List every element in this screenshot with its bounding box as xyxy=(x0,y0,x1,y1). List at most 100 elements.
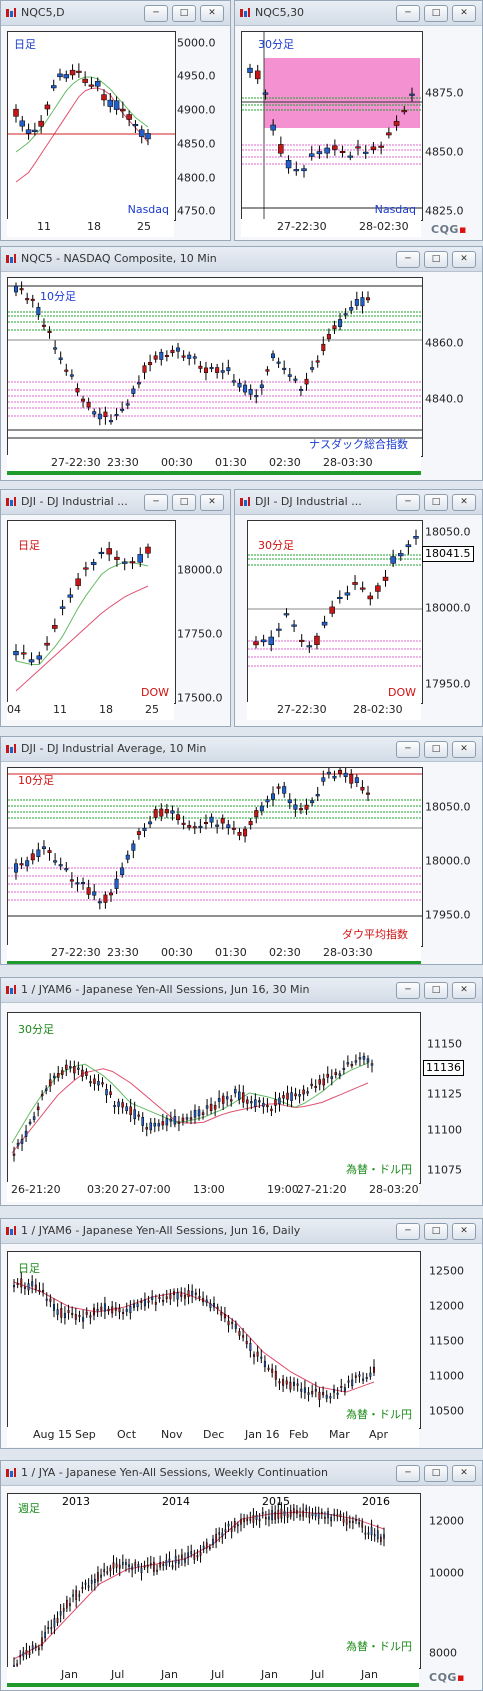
y-tick: 4900.0 xyxy=(177,103,216,117)
chart-window-nasdaq-10min[interactable]: NQC5 - NASDAQ Composite, 10 Min ─ □ ✕ 10… xyxy=(0,246,483,481)
candle xyxy=(93,1307,95,1316)
close-button[interactable]: ✕ xyxy=(200,5,224,22)
minimize-button[interactable]: ─ xyxy=(396,982,420,999)
chart-plot-area[interactable]: 30分足 Nasdaq xyxy=(241,31,423,221)
maximize-button[interactable]: □ xyxy=(424,982,448,999)
close-button[interactable]: ✕ xyxy=(200,494,224,511)
candle xyxy=(205,1542,208,1549)
close-button[interactable]: ✕ xyxy=(452,741,476,758)
chart-plot-area[interactable]: 30分足 為替・ドル円 xyxy=(7,1012,421,1184)
candle xyxy=(304,378,309,385)
close-button[interactable]: ✕ xyxy=(452,982,476,999)
candle xyxy=(72,1594,74,1597)
minimize-button[interactable]: ─ xyxy=(396,5,420,22)
window-titlebar[interactable]: 1 / JYAM6 - Japanese Yen-All Sessions, J… xyxy=(1,978,482,1003)
y-tick: 11500 xyxy=(429,1334,464,1348)
candle xyxy=(44,1631,46,1639)
window-titlebar[interactable]: NQC5,D ─ □ ✕ xyxy=(1,1,230,26)
candle xyxy=(277,1510,280,1519)
candle xyxy=(215,1533,217,1543)
candle xyxy=(216,1306,219,1309)
candle xyxy=(301,168,307,172)
minimize-button[interactable]: ─ xyxy=(396,494,420,511)
candle xyxy=(242,1335,245,1338)
candle xyxy=(324,1516,326,1519)
maximize-button[interactable]: □ xyxy=(424,251,448,268)
minimize-button[interactable]: ─ xyxy=(144,5,168,22)
window-titlebar[interactable]: NQC5 - NASDAQ Composite, 10 Min ─ □ ✕ xyxy=(1,247,482,272)
chart-plot-area[interactable]: 日足 DOW xyxy=(7,520,176,704)
y-tick: 11075 xyxy=(427,1163,462,1177)
window-titlebar[interactable]: 1 / JYA - Japanese Yen-All Sessions, Wee… xyxy=(1,1461,482,1486)
chart-window-jpy-weekly[interactable]: 1 / JYA - Japanese Yen-All Sessions, Wee… xyxy=(0,1460,483,1691)
candle xyxy=(87,1585,90,1588)
candle xyxy=(233,1521,236,1529)
candle xyxy=(162,1563,165,1566)
year-tick: 2016 xyxy=(362,1495,390,1508)
chart-plot-area[interactable]: 日足 為替・ドル円 xyxy=(7,1251,421,1429)
maximize-button[interactable]: □ xyxy=(172,494,196,511)
cqg-logo-cube: ▪ xyxy=(458,223,467,236)
candle xyxy=(77,1067,80,1070)
close-button[interactable]: ✕ xyxy=(452,5,476,22)
candle xyxy=(237,831,242,836)
window-titlebar[interactable]: DJI - DJ Industrial Average, 10 Min ─ □ … xyxy=(1,737,482,762)
close-button[interactable]: ✕ xyxy=(452,1223,476,1240)
candle xyxy=(75,882,80,885)
chart-plot-area[interactable]: 10分足 ナスダック総合指数 xyxy=(7,277,423,457)
maximize-button[interactable]: □ xyxy=(424,1223,448,1240)
minimize-button[interactable]: ─ xyxy=(396,1223,420,1240)
chart-window-jpy-30min[interactable]: 1 / JYAM6 - Japanese Yen-All Sessions, J… xyxy=(0,977,483,1206)
window-titlebar[interactable]: DJI - DJ Industrial ... ─ □ ✕ xyxy=(235,490,482,515)
window-titlebar[interactable]: 1 / JYAM6 - Japanese Yen-All Sessions, J… xyxy=(1,1219,482,1244)
chart-window-dji-10min[interactable]: DJI - DJ Industrial Average, 10 Min ─ □ … xyxy=(0,736,483,965)
maximize-button[interactable]: □ xyxy=(424,1465,448,1482)
candle xyxy=(205,1299,208,1303)
candle xyxy=(41,324,46,327)
y-tick: 11150 xyxy=(427,1037,462,1051)
chart-window-nqc5-30min[interactable]: NQC5,30 ─ □ ✕ 30分足 Nasdaq 4875.0 4850.0 … xyxy=(234,0,483,241)
minimize-button[interactable]: ─ xyxy=(396,251,420,268)
close-button[interactable]: ✕ xyxy=(452,251,476,268)
window-titlebar[interactable]: DJI - DJ Industrial ... ─ □ ✕ xyxy=(1,490,230,515)
maximize-button[interactable]: □ xyxy=(424,494,448,511)
minimize-button[interactable]: ─ xyxy=(144,494,168,511)
maximize-button[interactable]: □ xyxy=(424,741,448,758)
candle xyxy=(44,1088,48,1091)
candle xyxy=(19,120,26,127)
candle xyxy=(53,1618,56,1628)
x-axis: 27-22:30 23:30 00:30 01:30 02:30 28-03:3… xyxy=(7,945,421,964)
candle xyxy=(92,411,97,415)
chart-plot-area[interactable]: 日足 Nasdaq xyxy=(7,31,176,221)
chart-window-nqc5-daily[interactable]: NQC5,D ─ □ ✕ 日足 Nasdaq 5000.0 4950.0 490… xyxy=(0,0,231,241)
maximize-button[interactable]: □ xyxy=(172,5,196,22)
y-tick: 4825.0 xyxy=(425,204,464,218)
candle xyxy=(300,1388,303,1392)
chart-window-dji-30min[interactable]: DJI - DJ Industrial ... ─ □ ✕ 30分足 DOW 1… xyxy=(234,489,483,727)
price-chart xyxy=(248,529,422,667)
window-titlebar[interactable]: NQC5,30 ─ □ ✕ xyxy=(235,1,482,26)
candle xyxy=(125,403,130,406)
price-chart xyxy=(8,63,175,183)
close-button[interactable]: ✕ xyxy=(452,494,476,511)
minimize-button[interactable]: ─ xyxy=(396,1465,420,1482)
candle xyxy=(339,150,346,153)
candle xyxy=(342,1518,345,1523)
candle xyxy=(234,1324,237,1329)
candle xyxy=(28,1651,31,1655)
candle xyxy=(308,1513,311,1518)
candle xyxy=(137,1564,140,1567)
minimize-button[interactable]: ─ xyxy=(396,741,420,758)
chart-window-dji-daily[interactable]: DJI - DJ Industrial ... ─ □ ✕ 日足 DOW 180… xyxy=(0,489,231,727)
maximize-button[interactable]: □ xyxy=(424,5,448,22)
chart-plot-area[interactable]: 10分足 ダウ平均指数 xyxy=(7,767,423,947)
chart-window-jpy-daily[interactable]: 1 / JYAM6 - Japanese Yen-All Sessions, J… xyxy=(0,1218,483,1449)
candle xyxy=(245,1340,248,1345)
instrument-label: 為替・ドル円 xyxy=(346,1163,412,1176)
close-button[interactable]: ✕ xyxy=(452,1465,476,1482)
candle xyxy=(103,411,108,418)
chart-plot-area[interactable]: 週足 為替・ドル円 2013 2014 2015 2016 xyxy=(7,1493,421,1669)
candle xyxy=(168,1558,171,1563)
candle xyxy=(293,1381,295,1386)
chart-plot-area[interactable]: 30分足 DOW xyxy=(247,520,423,704)
